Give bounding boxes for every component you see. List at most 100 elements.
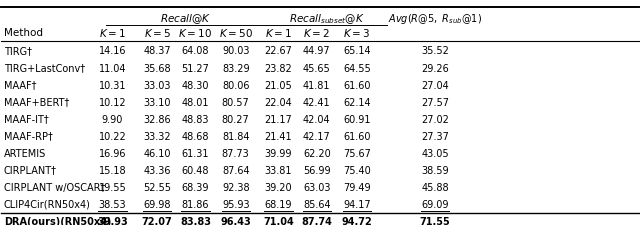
Text: 48.37: 48.37 [143, 47, 171, 56]
Text: 61.60: 61.60 [343, 81, 371, 90]
Text: MAAF+BERT†: MAAF+BERT† [4, 98, 69, 108]
Text: $K=3$: $K=3$ [344, 27, 371, 39]
Text: 35.68: 35.68 [143, 63, 171, 74]
Text: TIRG†: TIRG† [4, 47, 32, 56]
Text: 65.14: 65.14 [343, 47, 371, 56]
Text: 64.55: 64.55 [343, 63, 371, 74]
Text: 87.73: 87.73 [222, 149, 250, 159]
Text: 83.83: 83.83 [180, 217, 211, 225]
Text: 42.04: 42.04 [303, 115, 331, 125]
Text: 48.68: 48.68 [182, 132, 209, 142]
Text: 43.36: 43.36 [143, 166, 171, 176]
Text: $K=5$: $K=5$ [143, 27, 171, 39]
Text: 38.53: 38.53 [99, 200, 126, 210]
Text: $K=2$: $K=2$ [303, 27, 330, 39]
Text: 21.17: 21.17 [264, 115, 292, 125]
Text: 22.67: 22.67 [264, 47, 292, 56]
Text: 21.41: 21.41 [265, 132, 292, 142]
Text: CIRPLANT w/OSCAR†: CIRPLANT w/OSCAR† [4, 183, 105, 193]
Text: 60.91: 60.91 [343, 115, 371, 125]
Text: TIRG+LastConv†: TIRG+LastConv† [4, 63, 85, 74]
Text: 51.27: 51.27 [182, 63, 209, 74]
Text: 87.74: 87.74 [301, 217, 332, 225]
Text: 79.49: 79.49 [343, 183, 371, 193]
Text: 45.88: 45.88 [421, 183, 449, 193]
Text: 71.04: 71.04 [263, 217, 294, 225]
Text: $\mathit{Recall@K}$: $\mathit{Recall@K}$ [160, 12, 212, 26]
Text: 80.27: 80.27 [222, 115, 250, 125]
Text: 29.26: 29.26 [421, 63, 449, 74]
Text: 69.98: 69.98 [143, 200, 171, 210]
Text: 42.17: 42.17 [303, 132, 331, 142]
Text: 27.02: 27.02 [421, 115, 449, 125]
Text: $\mathit{Avg(R@5,\ R_{sub}@1)}$: $\mathit{Avg(R@5,\ R_{sub}@1)}$ [388, 12, 482, 26]
Text: 15.18: 15.18 [99, 166, 126, 176]
Text: ARTEMIS: ARTEMIS [4, 149, 46, 159]
Text: 14.16: 14.16 [99, 47, 126, 56]
Text: 48.30: 48.30 [182, 81, 209, 90]
Text: 52.55: 52.55 [143, 183, 171, 193]
Text: 80.57: 80.57 [222, 98, 250, 108]
Text: $K=10$: $K=10$ [179, 27, 212, 39]
Text: 38.59: 38.59 [421, 166, 449, 176]
Text: 23.82: 23.82 [264, 63, 292, 74]
Text: 10.12: 10.12 [99, 98, 126, 108]
Text: 27.04: 27.04 [421, 81, 449, 90]
Text: 94.17: 94.17 [343, 200, 371, 210]
Text: $K=1$: $K=1$ [99, 27, 126, 39]
Text: 11.04: 11.04 [99, 63, 126, 74]
Text: 90.03: 90.03 [222, 47, 250, 56]
Text: MAAF-RP†: MAAF-RP† [4, 132, 52, 142]
Text: 72.07: 72.07 [142, 217, 173, 225]
Text: 81.84: 81.84 [222, 132, 250, 142]
Text: 32.86: 32.86 [143, 115, 171, 125]
Text: 45.65: 45.65 [303, 63, 331, 74]
Text: 71.55: 71.55 [420, 217, 451, 225]
Text: 61.31: 61.31 [182, 149, 209, 159]
Text: 56.99: 56.99 [303, 166, 331, 176]
Text: 64.08: 64.08 [182, 47, 209, 56]
Text: 48.83: 48.83 [182, 115, 209, 125]
Text: 60.48: 60.48 [182, 166, 209, 176]
Text: $\mathit{Recall_{subset}@K}$: $\mathit{Recall_{subset}@K}$ [289, 12, 364, 26]
Text: 83.29: 83.29 [222, 63, 250, 74]
Text: 33.32: 33.32 [143, 132, 171, 142]
Text: 41.81: 41.81 [303, 81, 330, 90]
Text: 63.03: 63.03 [303, 183, 330, 193]
Text: Method: Method [4, 28, 43, 38]
Text: 85.64: 85.64 [303, 200, 331, 210]
Text: 95.93: 95.93 [222, 200, 250, 210]
Text: 62.14: 62.14 [343, 98, 371, 108]
Text: 96.43: 96.43 [220, 217, 251, 225]
Text: 68.19: 68.19 [265, 200, 292, 210]
Text: 33.81: 33.81 [265, 166, 292, 176]
Text: 61.60: 61.60 [343, 132, 371, 142]
Text: 62.20: 62.20 [303, 149, 331, 159]
Text: 46.10: 46.10 [143, 149, 171, 159]
Text: 39.93: 39.93 [97, 217, 128, 225]
Text: MAAF†: MAAF† [4, 81, 36, 90]
Text: 10.31: 10.31 [99, 81, 126, 90]
Text: MAAF-IT†: MAAF-IT† [4, 115, 49, 125]
Text: 19.55: 19.55 [99, 183, 126, 193]
Text: 27.37: 27.37 [421, 132, 449, 142]
Text: 43.05: 43.05 [421, 149, 449, 159]
Text: 9.90: 9.90 [102, 115, 123, 125]
Text: 42.41: 42.41 [303, 98, 331, 108]
Text: 10.22: 10.22 [99, 132, 126, 142]
Text: 48.01: 48.01 [182, 98, 209, 108]
Text: 75.40: 75.40 [343, 166, 371, 176]
Text: 75.67: 75.67 [343, 149, 371, 159]
Text: 33.03: 33.03 [143, 81, 171, 90]
Text: $K=1$: $K=1$ [265, 27, 292, 39]
Text: 92.38: 92.38 [222, 183, 250, 193]
Text: 81.86: 81.86 [182, 200, 209, 210]
Text: 22.04: 22.04 [264, 98, 292, 108]
Text: 39.20: 39.20 [265, 183, 292, 193]
Text: CLIP4Cir(RN50x4): CLIP4Cir(RN50x4) [4, 200, 91, 210]
Text: 44.97: 44.97 [303, 47, 331, 56]
Text: 35.52: 35.52 [421, 47, 449, 56]
Text: 21.05: 21.05 [264, 81, 292, 90]
Text: 69.09: 69.09 [421, 200, 449, 210]
Text: CIRPLANT†: CIRPLANT† [4, 166, 57, 176]
